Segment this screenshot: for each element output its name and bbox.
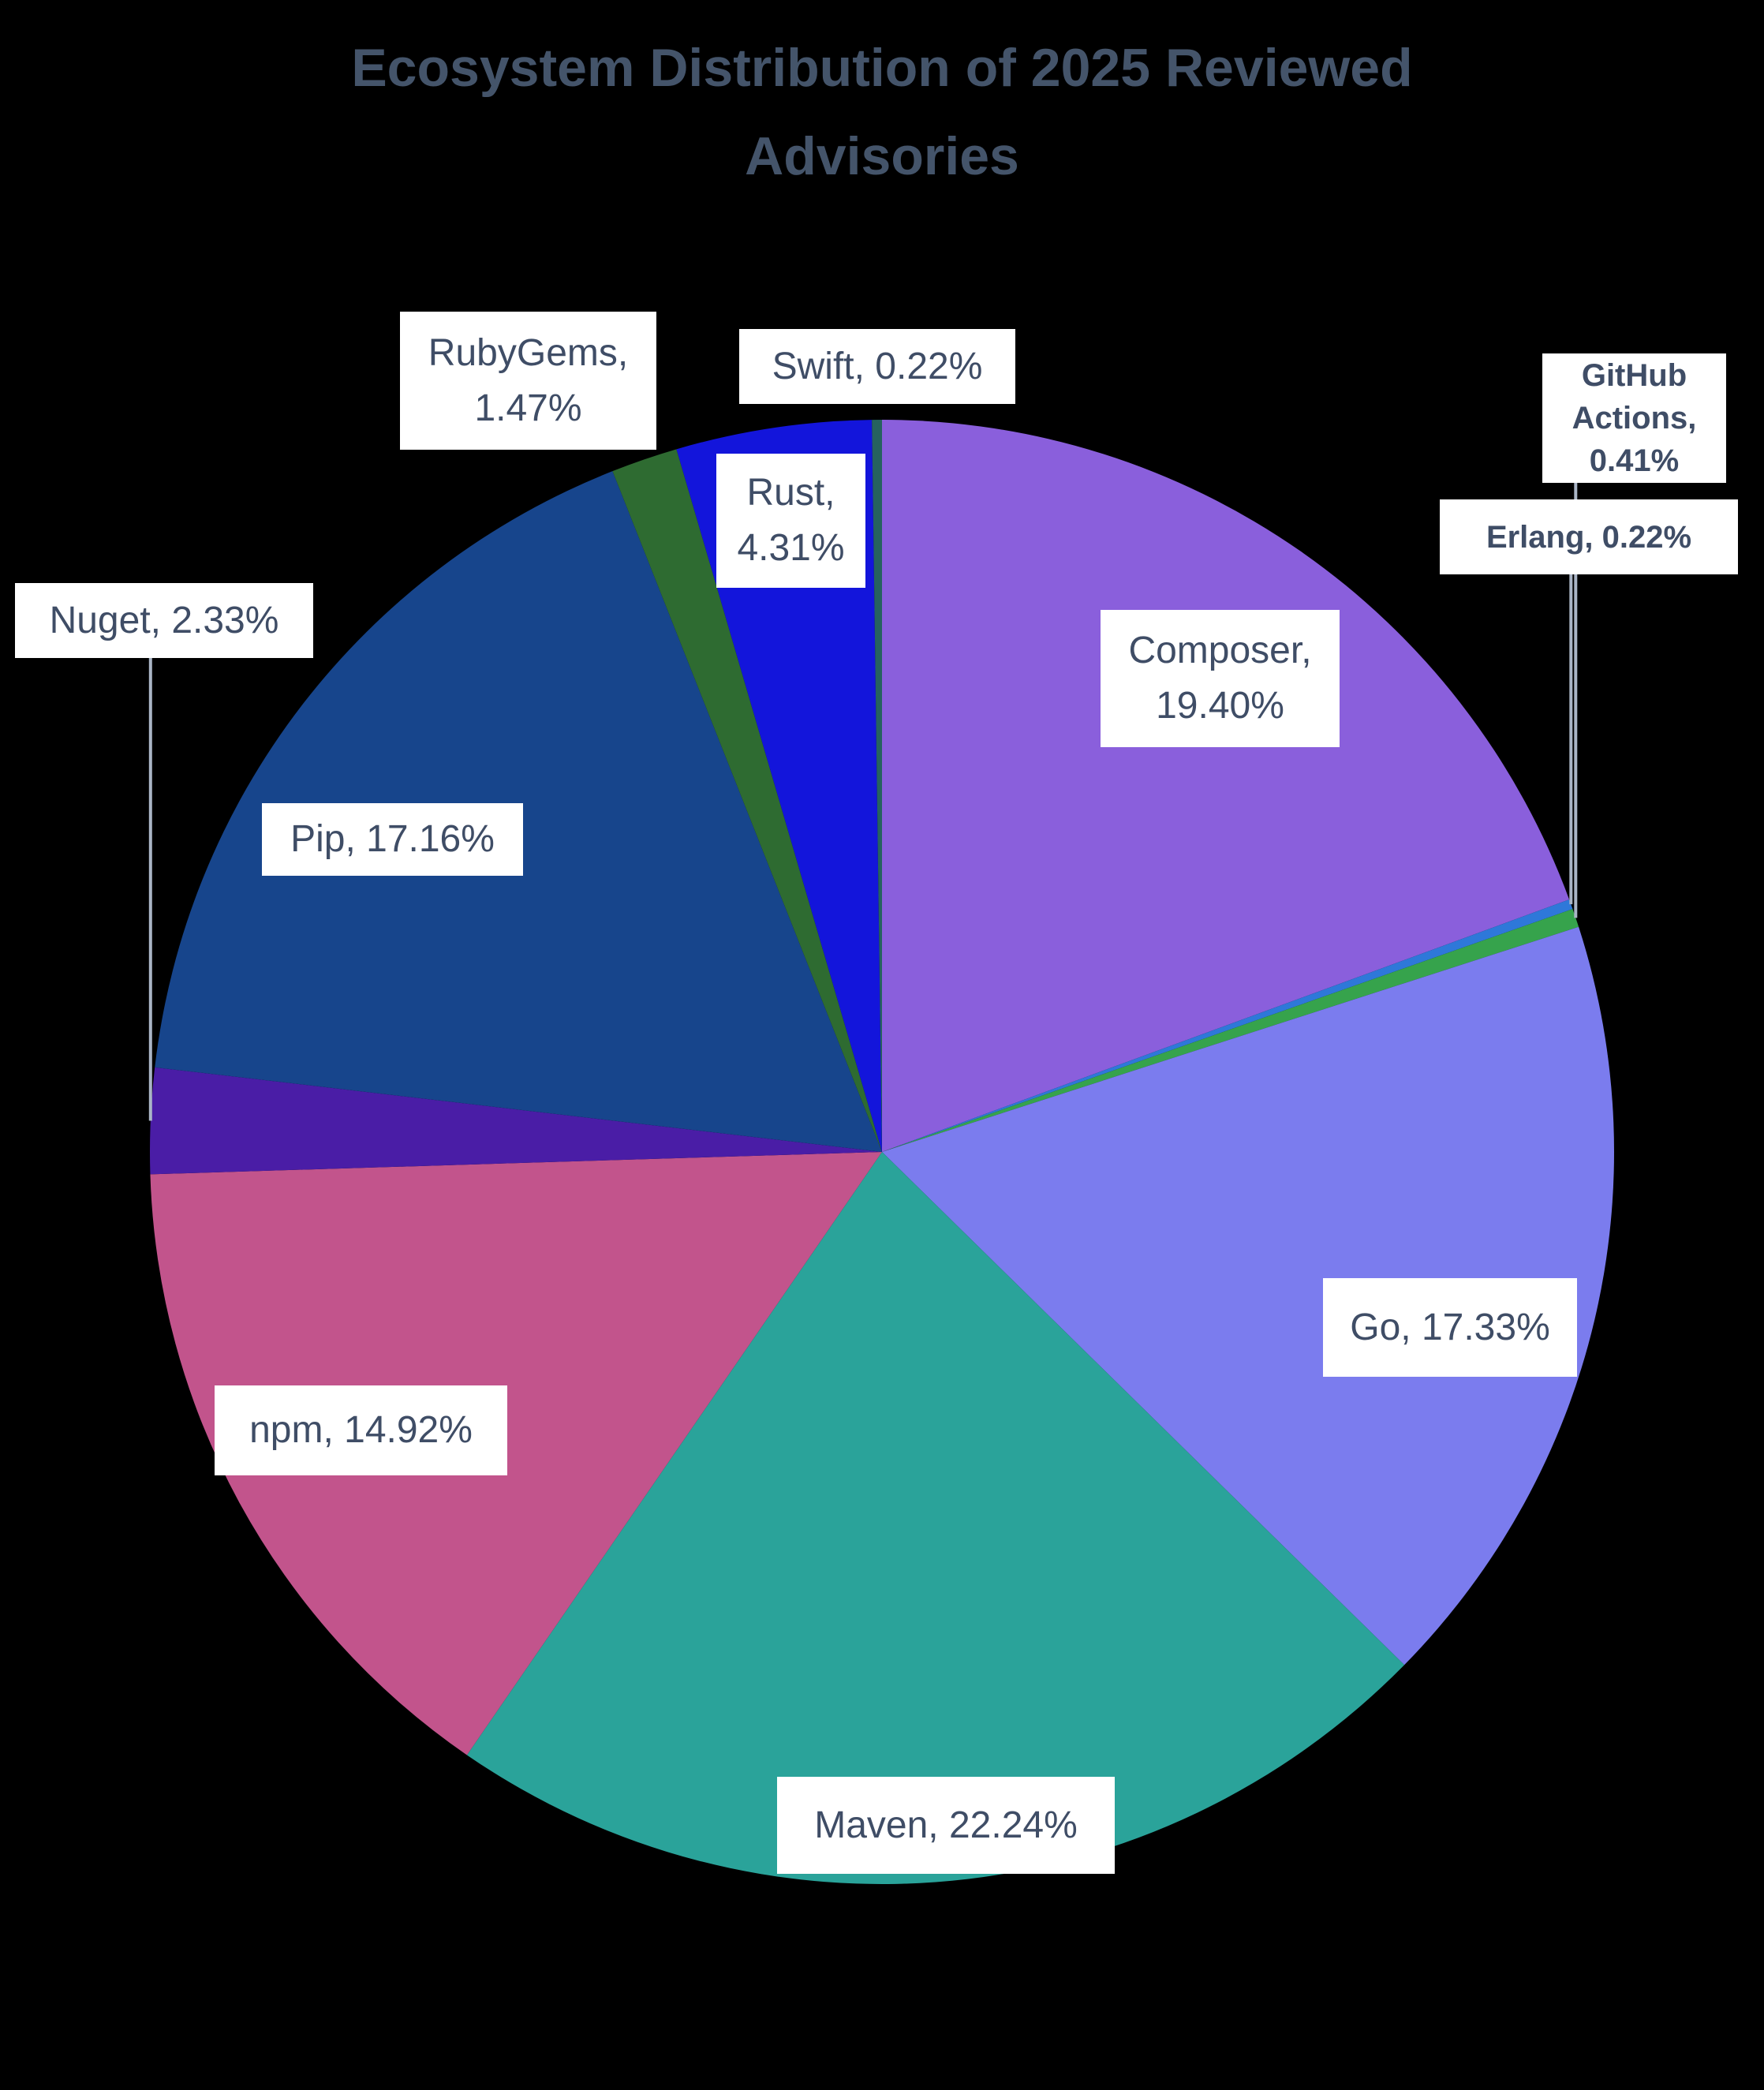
label-pip: Pip, 17.16% [262, 803, 523, 876]
pie-slice-swift [872, 420, 882, 1152]
label-composer: Composer, 19.40% [1101, 610, 1340, 747]
pie-slice-nuget [150, 1067, 882, 1175]
pie-slice-rubygems [612, 449, 882, 1152]
label-npm: npm, 14.92% [215, 1385, 507, 1475]
pie-slice-rust [676, 420, 882, 1152]
label-rust: Rust, 4.31% [716, 454, 865, 588]
label-github-actions: GitHub Actions, 0.41% [1542, 353, 1726, 483]
label-rubygems: RubyGems, 1.47% [400, 312, 656, 450]
label-nuget: Nuget, 2.33% [15, 583, 313, 658]
chart-title: Ecosystem Distribution of 2025 Reviewed … [351, 38, 1413, 186]
pie-slice-go [882, 926, 1614, 1666]
label-maven: Maven, 22.24% [777, 1777, 1115, 1874]
label-go: Go, 17.33% [1323, 1278, 1577, 1377]
pie-slice-composer [882, 420, 1570, 1152]
label-erlang: Erlang, 0.22% [1440, 499, 1738, 574]
pie-slice-erlang [882, 899, 1573, 1152]
pie-slice-npm [150, 1152, 882, 1755]
pie-slice-maven [466, 1152, 1405, 1885]
label-swift: Swift, 0.22% [739, 329, 1015, 404]
pie-slice-github-actions [882, 909, 1579, 1152]
